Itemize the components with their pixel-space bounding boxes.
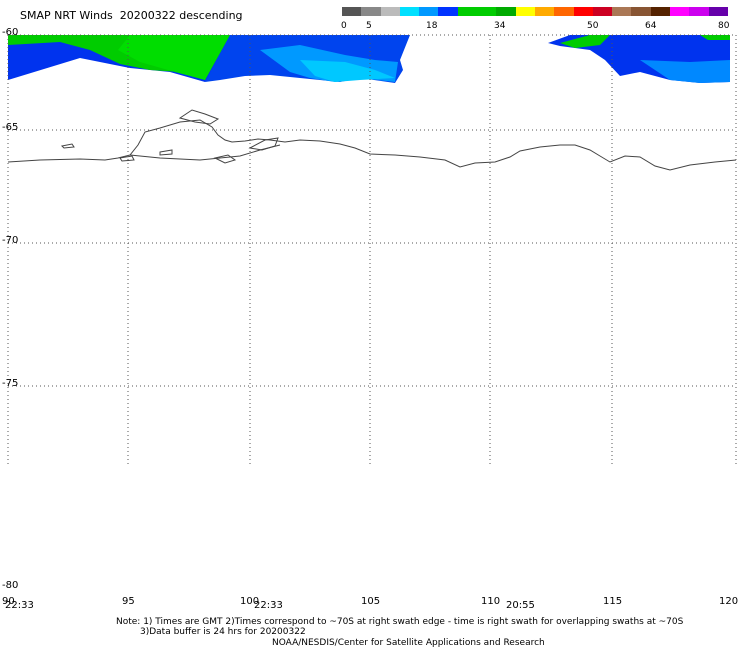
colorbar-segment	[515, 7, 535, 16]
colorbar-segment	[631, 7, 651, 16]
colorbar-segment	[534, 7, 555, 16]
wind-swath-right	[548, 35, 730, 83]
colorbar-tick-80: 80	[718, 21, 730, 31]
footer-note-line2: 3)Data buffer is 24 hrs for 20200322	[140, 627, 306, 637]
colorbar-segment	[650, 7, 671, 16]
lon-label-90: 90	[2, 596, 15, 607]
colorbar-tick-64: 64	[645, 21, 657, 31]
colorbar-tick-34: 34	[494, 21, 506, 31]
antarctic-coastline	[7, 109, 737, 171]
lat-label-65: -65	[2, 122, 19, 133]
colorbar-segment	[573, 7, 593, 16]
footer-note-line1: Note: 1) Times are GMT 2)Times correspon…	[116, 617, 684, 627]
pass-time-1: 22:33	[5, 600, 34, 611]
colorbar-segment	[689, 7, 709, 16]
colorbar-segment	[477, 7, 497, 16]
colorbar-segment	[380, 7, 400, 16]
footer-credit: NOAA/NESDIS/Center for Satellite Applica…	[272, 638, 545, 648]
lon-label-110: 110	[481, 596, 501, 607]
lon-label-115: 115	[603, 596, 623, 607]
colorbar-segment	[361, 7, 381, 16]
colorbar-tick-50: 50	[587, 21, 599, 31]
lat-label-75: -75	[2, 378, 19, 389]
colorbar-segment	[399, 7, 420, 16]
colorbar-tick-18: 18	[426, 21, 438, 31]
lon-label-105: 105	[361, 596, 381, 607]
lat-label-70: -70	[2, 235, 19, 246]
colorbar-segment	[457, 7, 478, 16]
colorbar-segment	[670, 7, 690, 16]
map-title: SMAP NRT Winds 20200322 descending	[20, 9, 243, 22]
colorbar-segment	[496, 7, 516, 16]
colorbar-tick-0: 0	[341, 21, 347, 31]
pass-time-2: 22:33	[254, 600, 283, 611]
colorbar-segment	[612, 7, 632, 16]
lat-label-60: -60	[2, 27, 19, 38]
colorbar-tick-5: 5	[366, 21, 372, 31]
colorbar-segment	[592, 7, 613, 16]
wind-speed-colorbar	[342, 7, 728, 16]
colorbar-segment	[438, 7, 458, 16]
colorbar-segment	[708, 7, 728, 16]
colorbar-segment	[554, 7, 574, 16]
pass-time-3: 20:55	[506, 600, 535, 611]
lon-label-95: 95	[122, 596, 135, 607]
colorbar-segment	[419, 7, 439, 16]
lat-label-80: -80	[2, 580, 19, 591]
lon-label-100: 100	[240, 596, 260, 607]
lon-label-120: 120	[719, 596, 739, 607]
colorbar-segment	[342, 7, 362, 16]
wind-swath-left	[8, 35, 410, 83]
graticule	[7, 34, 737, 465]
